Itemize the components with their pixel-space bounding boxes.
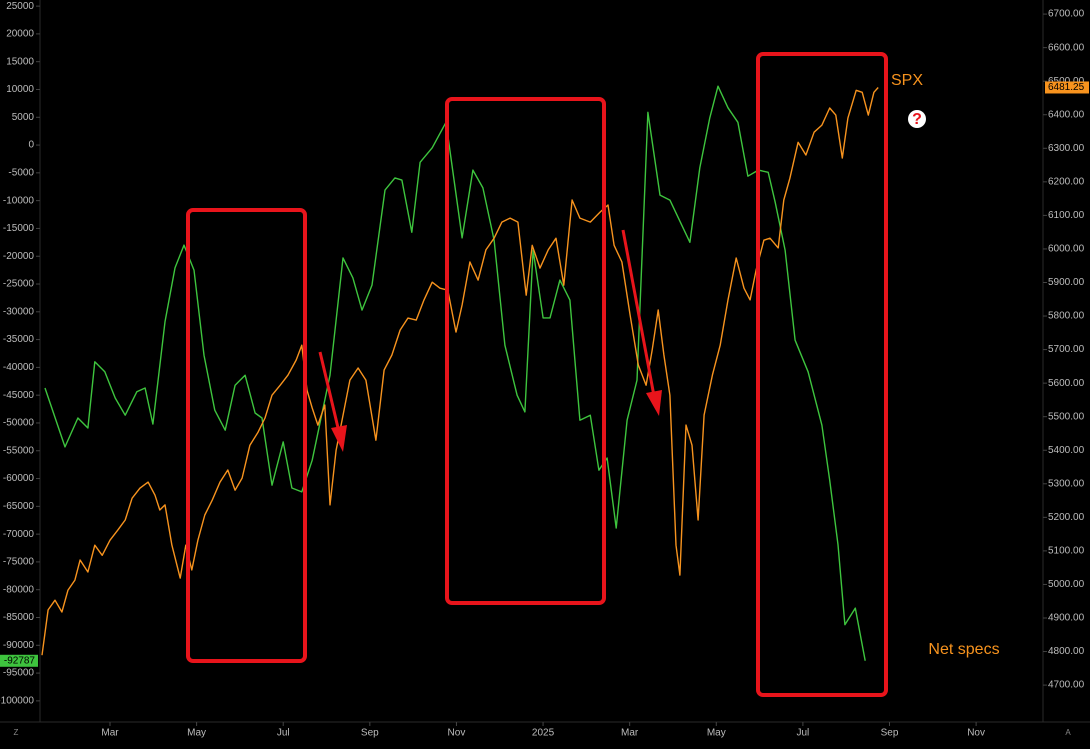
- x-tick-label: Mar: [101, 728, 119, 739]
- x-tick-label: Sep: [361, 728, 379, 739]
- x-tick-label: Sep: [881, 728, 899, 739]
- y-tick-label: -20000: [3, 251, 35, 262]
- highlight-box: [445, 97, 606, 605]
- y2-tick-label: 5100.00: [1048, 546, 1085, 557]
- arrow-head: [646, 390, 662, 416]
- y2-tick-label: 6500.00: [1048, 76, 1085, 87]
- y2-tick-label: 4900.00: [1048, 613, 1085, 624]
- y2-tick-label: 5600.00: [1048, 378, 1085, 389]
- y2-tick-label: 6300.00: [1048, 143, 1085, 154]
- net-specs-label: Net specs: [928, 641, 999, 658]
- plot: [41, 85, 879, 661]
- y2-tick-label: 5200.00: [1048, 512, 1085, 523]
- y-tick-label: 5000: [12, 112, 35, 123]
- last-value-label: 6481.25: [1048, 82, 1085, 93]
- last-value-badge: [1045, 81, 1089, 94]
- y-tick-label: 20000: [6, 29, 34, 40]
- y-tick-label: -30000: [3, 306, 35, 317]
- y-tick-label: -95000: [3, 668, 35, 679]
- corner-label: A: [1065, 728, 1071, 737]
- y2-tick-label: 5300.00: [1048, 478, 1085, 489]
- y-tick-label: -15000: [3, 223, 35, 234]
- y-tick-label: -85000: [3, 612, 35, 623]
- y-tick-label: -65000: [3, 501, 35, 512]
- y2-tick-label: 6400.00: [1048, 109, 1085, 120]
- highlight-box: [756, 52, 888, 697]
- y-tick-label: -10000: [3, 195, 35, 206]
- highlight-boxes: [186, 52, 888, 697]
- spx-label: SPX: [891, 72, 923, 89]
- y-tick-label: -60000: [3, 473, 35, 484]
- y-tick-label: -50000: [3, 418, 35, 429]
- x-tick-label: May: [187, 728, 206, 739]
- arrow: [621, 229, 656, 397]
- x-tick-label: Jul: [796, 728, 809, 739]
- series-line: [44, 85, 866, 661]
- y-tick-label: -45000: [3, 390, 35, 401]
- y2-tick-label: 4800.00: [1048, 646, 1085, 657]
- y2-tick-label: 5000.00: [1048, 579, 1085, 590]
- highlight-box: [186, 208, 307, 663]
- y2-tick-label: 6200.00: [1048, 176, 1085, 187]
- question-badge: [908, 110, 926, 128]
- y2-tick-label: 5900.00: [1048, 277, 1085, 288]
- arrows: [318, 229, 662, 452]
- y-tick-label: -40000: [3, 362, 35, 373]
- last-value-badge: [0, 654, 38, 667]
- last-value-label: -92787: [4, 655, 36, 666]
- y-tick-label: 10000: [6, 84, 34, 95]
- y-tick-label: -75000: [3, 557, 35, 568]
- arrow: [318, 351, 341, 433]
- y2-tick-label: 5500.00: [1048, 411, 1085, 422]
- y2-tick-label: 6000.00: [1048, 244, 1085, 255]
- x-tick-label: Jul: [277, 728, 290, 739]
- y-tick-label: -90000: [3, 640, 35, 651]
- y-tick-label: 25000: [6, 1, 34, 12]
- y2-tick-label: 5800.00: [1048, 311, 1085, 322]
- y-tick-label: -25000: [3, 279, 35, 290]
- corner-label: Z: [14, 728, 19, 737]
- y2-tick-label: 5400.00: [1048, 445, 1085, 456]
- x-tick-label: May: [707, 728, 726, 739]
- y-tick-label: -80000: [3, 584, 35, 595]
- y2-tick-label: 6700.00: [1048, 9, 1085, 20]
- y2-tick-label: 4700.00: [1048, 680, 1085, 691]
- y-tick-label: -5000: [8, 167, 34, 178]
- y2-tick-label: 5700.00: [1048, 344, 1085, 355]
- question-mark: ?: [912, 111, 922, 128]
- x-tick-label: Nov: [967, 728, 985, 739]
- y-tick-label: -100000: [0, 696, 34, 707]
- arrow-head: [331, 425, 347, 452]
- y-tick-label: -55000: [3, 445, 35, 456]
- x-tick-label: Mar: [621, 728, 639, 739]
- y-tick-label: 0: [28, 140, 34, 151]
- x-tick-label: 2025: [532, 728, 555, 739]
- y-tick-label: -35000: [3, 334, 35, 345]
- y2-tick-label: 6100.00: [1048, 210, 1085, 221]
- y2-tick-label: 6600.00: [1048, 42, 1085, 53]
- x-tick-label: Nov: [448, 728, 466, 739]
- y-tick-label: 15000: [6, 56, 34, 67]
- y-tick-label: -70000: [3, 529, 35, 540]
- series-line: [41, 87, 879, 656]
